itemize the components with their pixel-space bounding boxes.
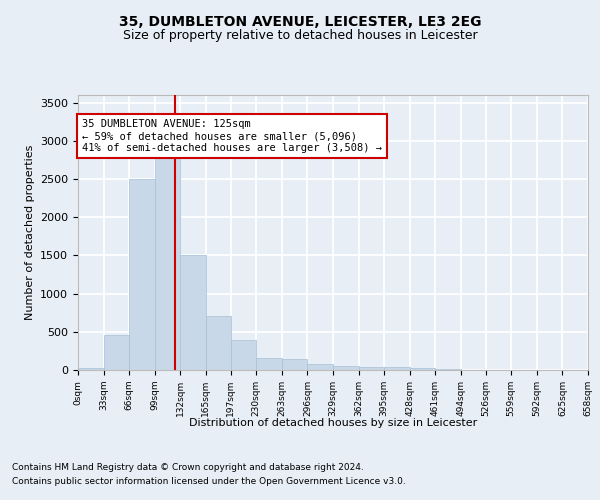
Bar [410, 368, 436, 370]
Bar [282, 358, 307, 370]
Text: 35, DUMBLETON AVENUE, LEICESTER, LE3 2EG: 35, DUMBLETON AVENUE, LEICESTER, LE3 2EG [119, 16, 481, 30]
Bar [333, 366, 359, 370]
Bar [384, 366, 410, 370]
Y-axis label: Number of detached properties: Number of detached properties [25, 145, 35, 320]
Bar [181, 256, 206, 370]
Bar [359, 367, 384, 370]
Bar [436, 369, 461, 370]
Text: Size of property relative to detached houses in Leicester: Size of property relative to detached ho… [122, 28, 478, 42]
Bar [78, 368, 104, 370]
Text: Contains public sector information licensed under the Open Government Licence v3: Contains public sector information licen… [12, 476, 406, 486]
Text: Contains HM Land Registry data © Crown copyright and database right 2024.: Contains HM Land Registry data © Crown c… [12, 463, 364, 472]
Bar [129, 179, 155, 370]
Text: Distribution of detached houses by size in Leicester: Distribution of detached houses by size … [189, 418, 477, 428]
Bar [206, 316, 230, 370]
Bar [155, 154, 181, 370]
Bar [104, 335, 129, 370]
Bar [307, 364, 333, 370]
Bar [256, 358, 282, 370]
Text: 35 DUMBLETON AVENUE: 125sqm
← 59% of detached houses are smaller (5,096)
41% of : 35 DUMBLETON AVENUE: 125sqm ← 59% of det… [82, 120, 382, 152]
Bar [230, 340, 256, 370]
